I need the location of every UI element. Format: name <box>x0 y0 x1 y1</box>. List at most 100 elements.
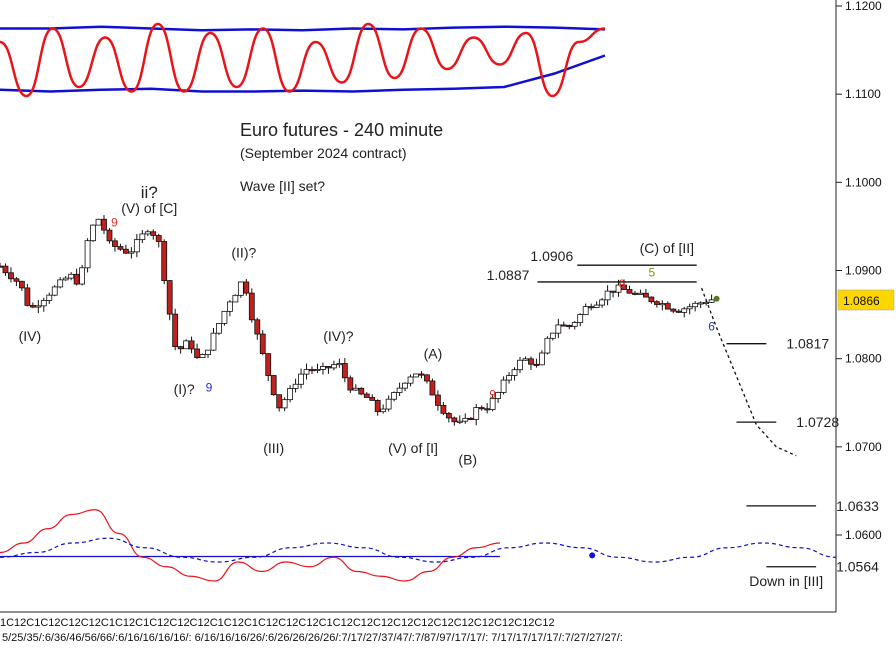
osc-dashed-line <box>0 537 837 563</box>
count-label: 9 <box>489 387 496 401</box>
upper-oscillator <box>0 22 606 98</box>
candle-body <box>632 292 638 295</box>
candle-body <box>566 325 573 328</box>
candle-body <box>276 394 283 409</box>
y-tick-label: 1.1100 <box>845 87 881 101</box>
candle-body <box>188 340 195 350</box>
candle-body <box>314 369 321 372</box>
candle-body <box>675 310 682 313</box>
candle-body <box>101 218 107 231</box>
candle-body <box>708 299 715 303</box>
candle-body <box>62 277 69 281</box>
candle-body <box>528 358 534 365</box>
candle-body <box>79 267 86 285</box>
cycle-line <box>0 22 606 98</box>
candle-body <box>309 369 315 372</box>
candle-body <box>46 294 53 301</box>
candle-body <box>374 399 381 413</box>
count-label: 5 <box>649 266 656 280</box>
candle-body <box>522 358 529 361</box>
candle-body <box>194 348 200 358</box>
candle-body <box>259 333 266 355</box>
candle-body <box>692 302 699 308</box>
candle-body <box>73 273 80 285</box>
candle-body <box>511 369 518 376</box>
candle-body <box>172 313 179 348</box>
candle-body <box>51 286 58 296</box>
wave-label: ii? <box>141 183 158 202</box>
candle-body <box>341 363 348 379</box>
candle-body <box>352 387 359 391</box>
candle-body <box>117 246 124 250</box>
candle-body <box>385 398 392 410</box>
candle-body <box>610 290 616 293</box>
y-tick-label: 1.0700 <box>845 440 882 454</box>
candle-body <box>2 265 9 274</box>
price-level-label: 1.0564 <box>836 559 879 575</box>
projection-path <box>700 287 797 457</box>
current-marker <box>713 295 720 302</box>
candle-body <box>84 240 91 269</box>
wave-label: (IV)? <box>323 328 354 344</box>
candle-body <box>653 301 660 305</box>
candle-body <box>8 272 14 280</box>
candle-body <box>210 332 217 351</box>
candle-body <box>298 373 304 385</box>
candle-body <box>593 304 600 308</box>
candle-body <box>445 412 452 419</box>
price-level-label: 1.0633 <box>836 498 879 514</box>
candle-body <box>643 292 649 298</box>
candle-body <box>40 300 47 307</box>
wave-label: (II)? <box>231 244 256 260</box>
wave-label: (III) <box>263 440 284 456</box>
price-level-label: 1.0817 <box>786 336 829 352</box>
count-label: 9 <box>206 380 213 394</box>
osc-solid-line <box>0 509 501 582</box>
candle-body <box>232 294 239 303</box>
candle-body <box>331 364 337 369</box>
candle-body <box>626 289 633 294</box>
wave-label: (A) <box>424 346 443 362</box>
candle-body <box>582 306 589 315</box>
candle-body <box>177 346 184 350</box>
candle-body <box>599 299 606 306</box>
candle-body <box>68 273 75 279</box>
candle-body <box>533 363 540 366</box>
candle-body <box>161 241 168 281</box>
candle-body <box>670 308 677 312</box>
candle-body <box>413 373 419 378</box>
candle-body <box>24 287 31 306</box>
candle-body <box>506 375 512 381</box>
candle-body <box>396 387 403 393</box>
candle-body <box>473 407 480 420</box>
candle-body <box>544 337 551 354</box>
candle-body <box>303 369 310 375</box>
current-price-label: 1.0866 <box>843 294 880 308</box>
candle-body <box>292 383 299 389</box>
wave-label: Down in [III] <box>749 573 823 589</box>
wave-label: (C) of [II] <box>640 240 694 256</box>
candle-body <box>183 340 190 350</box>
candle-body <box>637 292 644 295</box>
candle-body <box>648 296 655 303</box>
y-tick-label: 1.1200 <box>845 0 882 13</box>
candle-body <box>18 280 25 289</box>
candle-body <box>133 239 140 253</box>
wave-label: (I)? <box>174 381 195 397</box>
candle-body <box>571 322 578 327</box>
candle-body <box>429 380 436 396</box>
candle-body <box>577 314 584 323</box>
candle-body <box>128 251 135 254</box>
chart-subtitle: (September 2024 contract) <box>240 145 407 161</box>
date-row-top: 1C12C1C12C12C12C1C12C1C12C12C12C1C12C1C1… <box>0 617 555 629</box>
candle-body <box>35 305 42 308</box>
candle-body <box>402 382 408 389</box>
candle-body <box>270 375 277 396</box>
price-level-label: 1.0728 <box>796 414 839 430</box>
candle-body <box>604 290 611 301</box>
candle-body <box>347 377 354 391</box>
count-label: 6 <box>708 319 715 333</box>
wave-label: (IV) <box>19 328 42 344</box>
candle-body <box>254 319 261 335</box>
